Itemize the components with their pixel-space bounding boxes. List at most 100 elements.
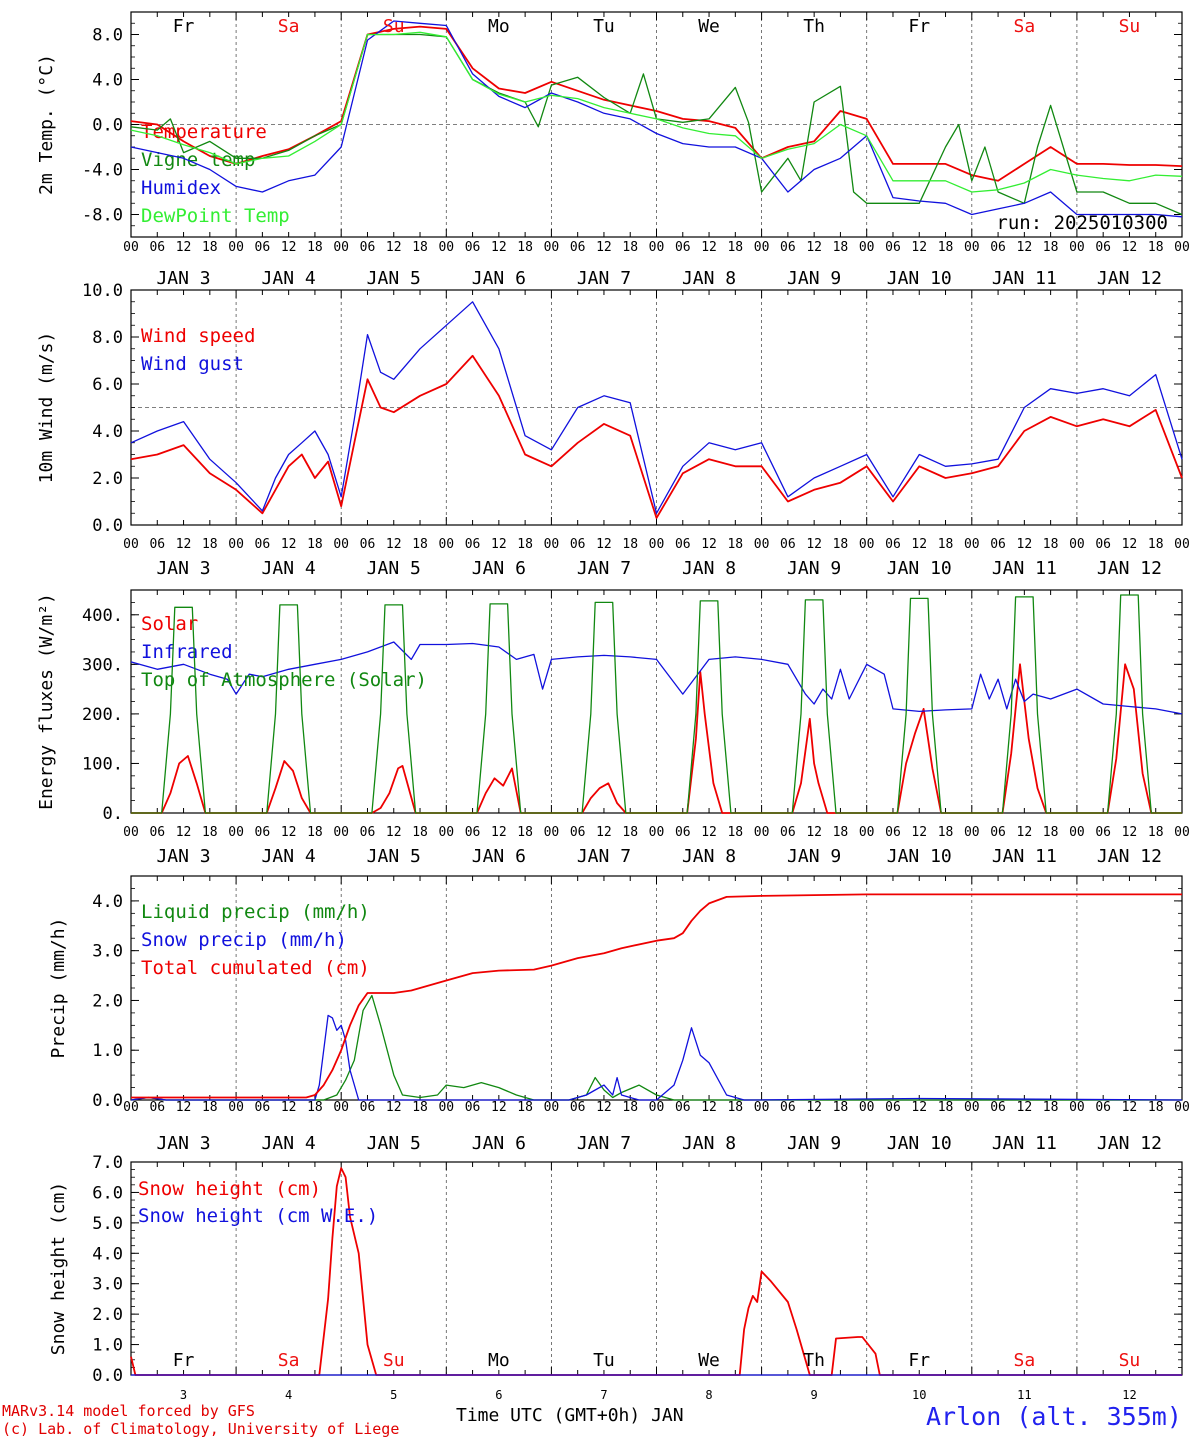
panel5-y-tick-label: 6.0 — [92, 1183, 123, 1203]
panel4-hour-label: 18 — [1043, 1100, 1059, 1115]
panel3-hour-label: 00 — [544, 825, 560, 840]
panel3-y-tick-label: 0. — [103, 804, 123, 824]
panel2-hour-label: 06 — [149, 537, 165, 552]
panel1-day-label: JAN 10 — [887, 268, 952, 289]
panel2-day-label: JAN 3 — [156, 558, 210, 579]
panel3-hour-label: 18 — [833, 825, 849, 840]
panel1-hour-label: 00 — [333, 240, 349, 255]
panel4-hour-label: 18 — [938, 1100, 954, 1115]
panel3-day-label: JAN 8 — [682, 846, 736, 867]
panel3-day-label: JAN 11 — [992, 846, 1057, 867]
panel1-series-line — [130, 20, 1183, 218]
panel4-hour-label: 06 — [675, 1100, 691, 1115]
panel2-day-label: JAN 5 — [367, 558, 421, 579]
panel2-hour-label: 18 — [1148, 537, 1164, 552]
panel1-day-label: JAN 3 — [156, 268, 210, 289]
panel3-hour-label: 12 — [1122, 825, 1138, 840]
panel2-series-line — [130, 301, 1183, 514]
panel4-hour-label: 18 — [622, 1100, 638, 1115]
panel4-hour-label: 06 — [570, 1100, 586, 1115]
panel3-hour-label: 12 — [491, 825, 507, 840]
panel1-hour-label: 00 — [1069, 240, 1085, 255]
panel2-day-label: JAN 9 — [787, 558, 841, 579]
panel3-day-label: JAN 4 — [262, 846, 316, 867]
panel1-hour-label: 18 — [622, 240, 638, 255]
panel1-legend-entry: DewPoint Temp — [141, 205, 290, 227]
panel2-y-tick-label: 8.0 — [92, 328, 123, 348]
panel3-hour-label: 00 — [754, 825, 770, 840]
panel5-y-tick-label: 2.0 — [92, 1305, 123, 1325]
panel5-weekday-label: Th — [803, 1350, 825, 1371]
panel3-day-label: JAN 7 — [577, 846, 631, 867]
panel3-hour-label: 06 — [570, 825, 586, 840]
panel1-hour-label: 00 — [649, 240, 665, 255]
panel1-hour-label: 18 — [1043, 240, 1059, 255]
panel1-hour-label: 18 — [1148, 240, 1164, 255]
panel1-hour-label: 12 — [701, 240, 717, 255]
panel1-hour-label: 00 — [964, 240, 980, 255]
panel4-hour-label: 00 — [333, 1100, 349, 1115]
panel4-hour-label: 12 — [1122, 1100, 1138, 1115]
panel1-hour-label: 06 — [255, 240, 271, 255]
panel4-hour-label: 12 — [176, 1100, 192, 1115]
panel1-hour-label: 18 — [833, 240, 849, 255]
panel1-hour-label: 12 — [491, 240, 507, 255]
panel4-hour-label: 06 — [780, 1100, 796, 1115]
panel1-weekday-label: Fr — [173, 16, 195, 37]
panel2-hour-label: 06 — [990, 537, 1006, 552]
panel3-hour-label: 06 — [465, 825, 481, 840]
panel3-hour-label: 18 — [938, 825, 954, 840]
panel4-hour-label: 06 — [1095, 1100, 1111, 1115]
panel1-legend-entry: Temperature — [141, 121, 267, 143]
panel2-hour-label: 00 — [123, 537, 139, 552]
panel1-hour-label: 12 — [596, 240, 612, 255]
panel4-y-tick-label: 0.0 — [92, 1091, 123, 1111]
panel3-hour-label: 12 — [176, 825, 192, 840]
panel2-hour-label: 18 — [202, 537, 218, 552]
panel2-y-tick-label: 10.0 — [82, 281, 123, 301]
panel3-day-label: JAN 6 — [472, 846, 526, 867]
panel4-hour-label: 18 — [412, 1100, 428, 1115]
panel2-y-tick-label: 0.0 — [92, 516, 123, 536]
panel5-weekday-label: Fr — [173, 1350, 195, 1371]
panel1-weekday-label: Sa — [278, 16, 300, 37]
panel2-y-tick-label: 4.0 — [92, 422, 123, 442]
panel2-hour-label: 06 — [1095, 537, 1111, 552]
panel2-y-tick-label: 2.0 — [92, 469, 123, 489]
panel2-hour-label: 12 — [491, 537, 507, 552]
panel1-hour-label: 06 — [780, 240, 796, 255]
panel2-hour-label: 18 — [307, 537, 323, 552]
panel2-hour-label: 12 — [596, 537, 612, 552]
panel4-hour-label: 12 — [386, 1100, 402, 1115]
panel1-hour-label: 06 — [990, 240, 1006, 255]
panel4-hour-label: 18 — [1148, 1100, 1164, 1115]
panel4-legend-entry: Snow precip (mm/h) — [141, 929, 347, 951]
panel1-hour-label: 06 — [1095, 240, 1111, 255]
panel4-hour-label: 00 — [1174, 1100, 1190, 1115]
panel5-weekday-label: Su — [1119, 1350, 1141, 1371]
panel1-hour-label: 06 — [465, 240, 481, 255]
panel1-day-label: JAN 6 — [472, 268, 526, 289]
panel2-hour-label: 00 — [333, 537, 349, 552]
panel1-hour-label: 18 — [307, 240, 323, 255]
panel1-hour-label: 00 — [544, 240, 560, 255]
panel1-hour-label: 00 — [228, 240, 244, 255]
panel2-hour-label: 12 — [176, 537, 192, 552]
panel4-day-label: JAN 4 — [262, 1133, 316, 1154]
panel3-hour-label: 00 — [649, 825, 665, 840]
panel2-hour-label: 18 — [412, 537, 428, 552]
panel3-hour-label: 18 — [307, 825, 323, 840]
panel3-hour-label: 06 — [149, 825, 165, 840]
panel4-hour-label: 06 — [149, 1100, 165, 1115]
panel5-y-axis-title: Snow height (cm) — [48, 1182, 69, 1355]
panel4-series-line — [130, 1014, 1183, 1101]
panel4-hour-label: 00 — [649, 1100, 665, 1115]
panel3-hour-label: 00 — [123, 825, 139, 840]
panel1-legend-entry: Vigne temp — [141, 149, 255, 171]
panel3-hour-label: 06 — [675, 825, 691, 840]
panel1-weekday-label: Tu — [593, 16, 615, 37]
panel1-hour-label: 06 — [149, 240, 165, 255]
panel5-day-number: 11 — [1017, 1388, 1031, 1402]
panel1-hour-label: 00 — [1174, 240, 1190, 255]
panel1-day-label: JAN 9 — [787, 268, 841, 289]
